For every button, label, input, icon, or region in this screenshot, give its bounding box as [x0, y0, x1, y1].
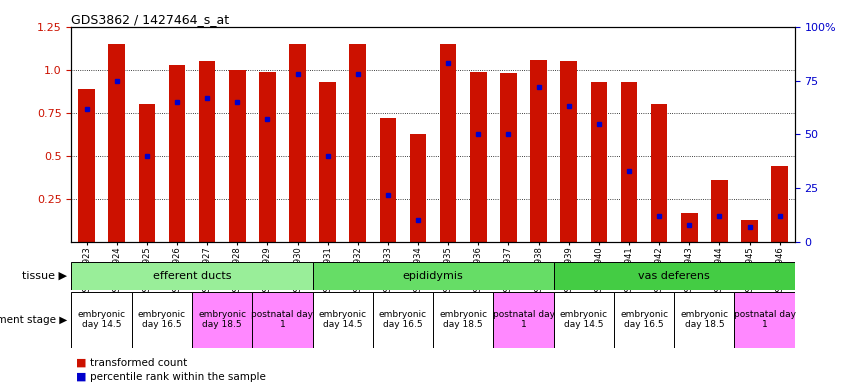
Bar — [108, 44, 125, 242]
Bar — [590, 82, 607, 242]
Bar — [132, 292, 192, 348]
Text: transformed count: transformed count — [90, 358, 188, 368]
Bar — [313, 262, 553, 290]
Bar — [651, 104, 668, 242]
Text: ■: ■ — [76, 372, 86, 382]
Text: percentile rank within the sample: percentile rank within the sample — [90, 372, 266, 382]
Bar — [614, 292, 674, 348]
Bar — [440, 44, 457, 242]
Text: embryonic
day 16.5: embryonic day 16.5 — [379, 310, 427, 329]
Bar — [531, 60, 547, 242]
Bar — [711, 180, 727, 242]
Bar — [771, 166, 788, 242]
Bar — [71, 292, 132, 348]
Text: embryonic
day 18.5: embryonic day 18.5 — [680, 310, 728, 329]
Bar — [373, 292, 433, 348]
Text: embryonic
day 14.5: embryonic day 14.5 — [77, 310, 125, 329]
Bar — [350, 44, 366, 242]
Text: development stage ▶: development stage ▶ — [0, 314, 67, 325]
Bar — [553, 262, 795, 290]
Bar — [553, 292, 614, 348]
Bar — [198, 61, 215, 242]
Bar — [320, 82, 336, 242]
Bar — [470, 71, 487, 242]
Text: embryonic
day 14.5: embryonic day 14.5 — [319, 310, 367, 329]
Bar — [192, 292, 252, 348]
Bar — [741, 220, 758, 242]
Bar — [500, 73, 516, 242]
Bar — [259, 71, 276, 242]
Text: embryonic
day 14.5: embryonic day 14.5 — [560, 310, 608, 329]
Bar — [78, 89, 95, 242]
Bar — [734, 292, 795, 348]
Text: tissue ▶: tissue ▶ — [22, 271, 67, 281]
Bar — [674, 292, 734, 348]
Text: postnatal day
1: postnatal day 1 — [733, 310, 796, 329]
Bar — [379, 118, 396, 242]
Text: embryonic
day 16.5: embryonic day 16.5 — [138, 310, 186, 329]
Text: vas deferens: vas deferens — [638, 271, 710, 281]
Bar — [494, 292, 553, 348]
Bar — [410, 134, 426, 242]
Bar — [433, 292, 494, 348]
Text: postnatal day
1: postnatal day 1 — [493, 310, 554, 329]
Bar — [71, 262, 313, 290]
Bar — [139, 104, 155, 242]
Text: embryonic
day 18.5: embryonic day 18.5 — [439, 310, 487, 329]
Text: efferent ducts: efferent ducts — [153, 271, 231, 281]
Bar — [229, 70, 246, 242]
Text: ■: ■ — [76, 358, 86, 368]
Bar — [681, 213, 697, 242]
Text: embryonic
day 18.5: embryonic day 18.5 — [198, 310, 246, 329]
Text: epididymis: epididymis — [403, 271, 463, 281]
Text: postnatal day
1: postnatal day 1 — [251, 310, 314, 329]
Bar — [289, 44, 306, 242]
Bar — [169, 65, 185, 242]
Text: embryonic
day 16.5: embryonic day 16.5 — [620, 310, 668, 329]
Bar — [560, 61, 577, 242]
Text: GDS3862 / 1427464_s_at: GDS3862 / 1427464_s_at — [71, 13, 230, 26]
Bar — [252, 292, 313, 348]
Bar — [621, 82, 637, 242]
Bar — [313, 292, 373, 348]
